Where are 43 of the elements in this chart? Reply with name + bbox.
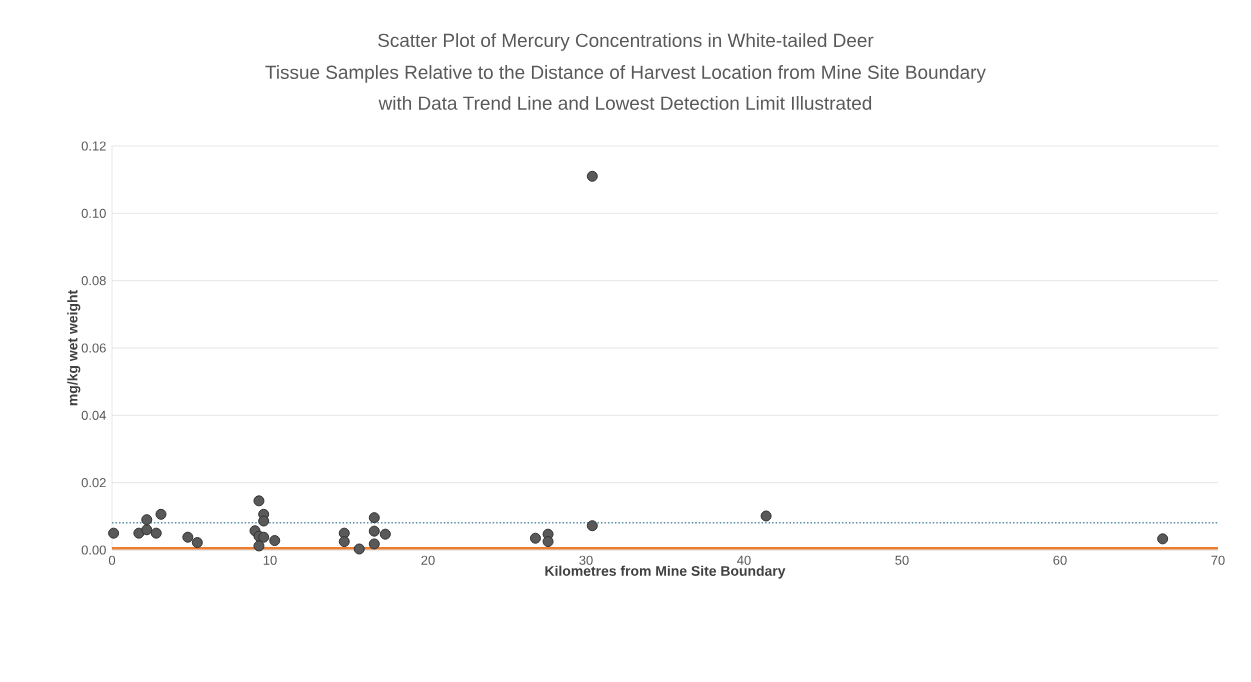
chart-title: Scatter Plot of Mercury Concentrations in White-tailed Deer	[378, 33, 874, 51]
y-tick-label: 0.10	[81, 208, 106, 218]
y-tick-label: 0.06	[81, 343, 106, 353]
y-axis-title: mg/kg wet weight	[67, 290, 81, 406]
point	[141, 514, 153, 526]
point	[150, 527, 162, 539]
y-tick-label: 0.12	[81, 141, 106, 151]
x-tick-label: 60	[1053, 555, 1067, 565]
point	[269, 535, 281, 547]
point	[353, 543, 365, 555]
point	[253, 495, 265, 507]
x-tick-label: 50	[895, 555, 909, 565]
point	[586, 170, 598, 182]
point	[1157, 533, 1169, 545]
point	[182, 531, 194, 543]
x-tick-label: 0	[108, 555, 116, 565]
x-axis-title: Kilometres from Mine Site Boundary	[545, 565, 786, 579]
chart-subtitle: Tissue Samples Relative to the Distance of Harvest Location from Mine Site Boundary with Data Trend Line and Lowest Detection Limit Illustrated	[265, 65, 986, 110]
point	[108, 527, 120, 539]
y-tick-label: 0.08	[81, 276, 106, 286]
x-tick-label: 30	[579, 555, 593, 565]
point	[586, 520, 598, 532]
point	[191, 537, 203, 549]
x-tick-label: 10	[263, 555, 277, 565]
point	[368, 538, 380, 550]
point	[368, 525, 380, 537]
y-tick-label: 0.02	[81, 478, 106, 488]
point	[379, 528, 391, 540]
point	[338, 536, 350, 548]
point	[760, 510, 772, 522]
point	[258, 515, 270, 527]
point	[253, 540, 265, 552]
y-tick-label: 0.04	[81, 410, 106, 420]
point	[141, 524, 153, 536]
y-tick-label: 0.00	[81, 545, 106, 555]
point	[258, 531, 270, 543]
point	[542, 536, 554, 548]
point	[155, 508, 167, 520]
point	[368, 512, 380, 524]
point	[529, 532, 541, 544]
x-tick-label: 70	[1211, 555, 1225, 565]
x-tick-label: 40	[737, 555, 751, 565]
x-tick-label: 20	[421, 555, 435, 565]
